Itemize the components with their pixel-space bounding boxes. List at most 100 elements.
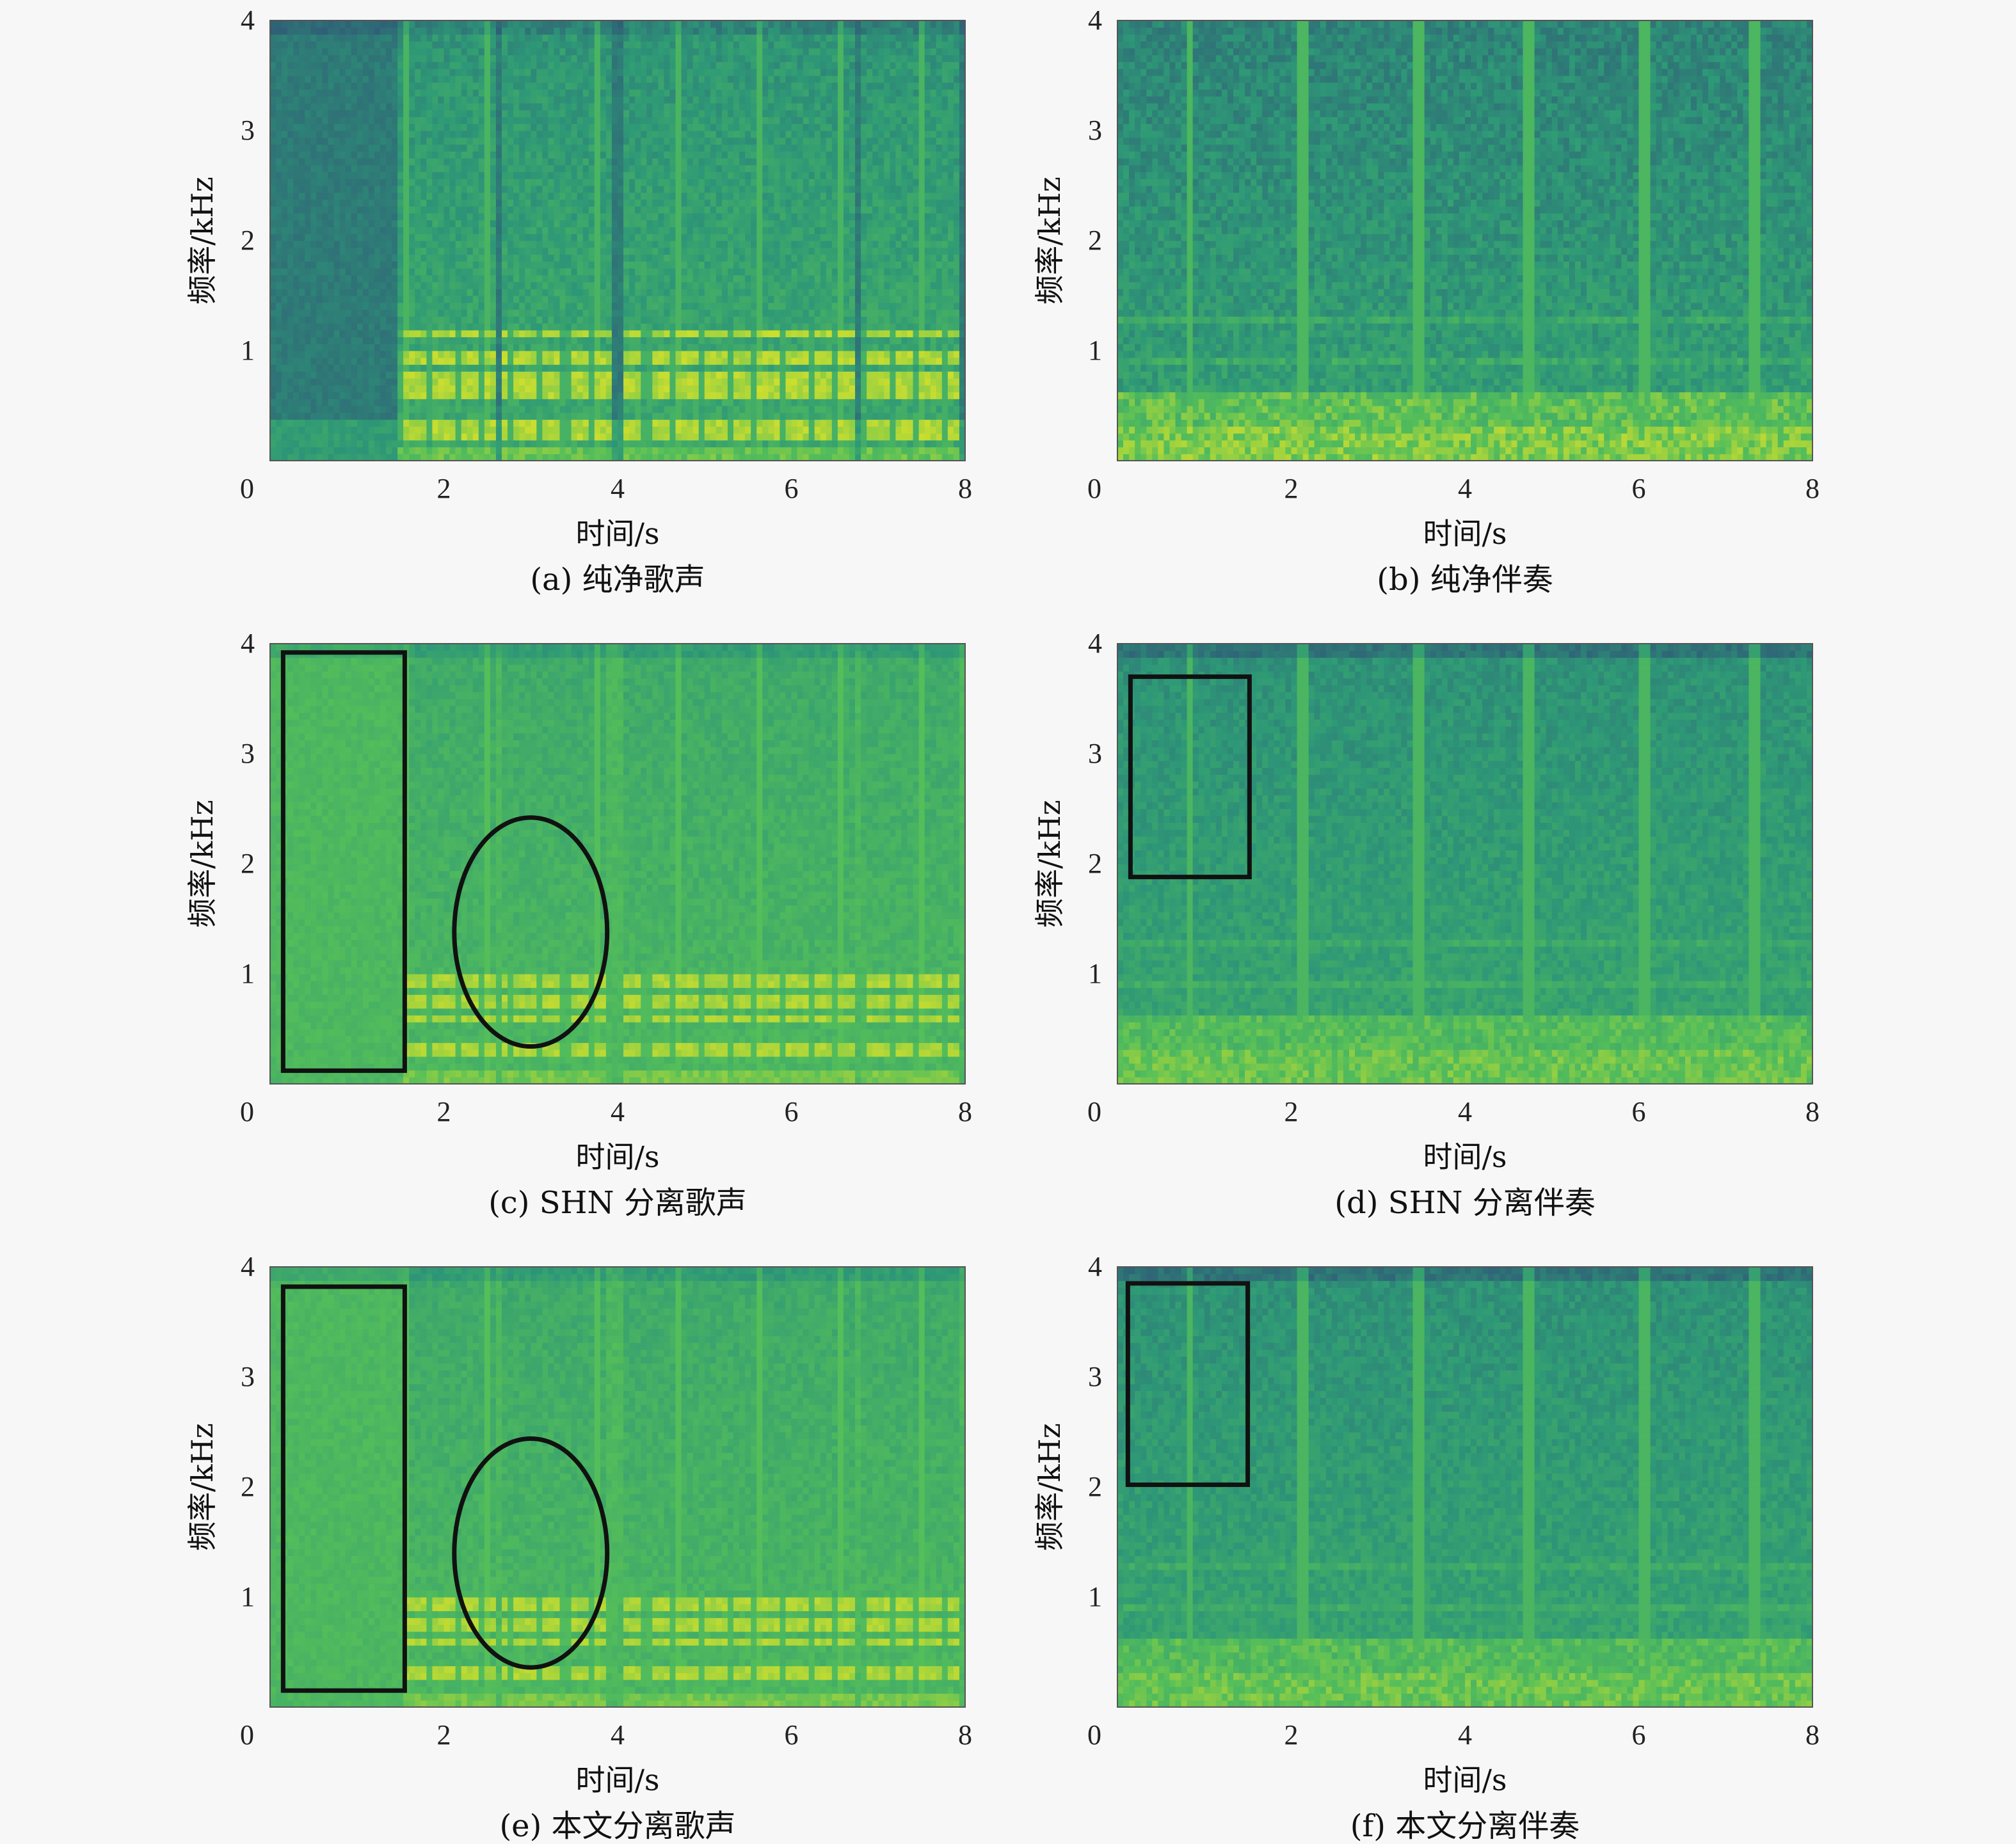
heatmap-cell bbox=[594, 247, 601, 255]
heatmap-cell bbox=[316, 48, 323, 56]
heatmap-cell bbox=[299, 399, 305, 406]
heatmap-cell bbox=[565, 247, 572, 255]
heatmap-cell bbox=[687, 186, 694, 193]
heatmap-cell bbox=[339, 123, 346, 131]
heatmap-cell bbox=[559, 41, 566, 49]
heatmap-cell bbox=[322, 289, 329, 296]
heatmap-cell bbox=[571, 213, 578, 221]
heatmap-cell bbox=[478, 34, 485, 42]
heatmap-cell bbox=[600, 261, 607, 269]
heatmap-cell bbox=[287, 282, 294, 289]
heatmap-cell bbox=[345, 234, 352, 241]
heatmap-cell bbox=[299, 54, 305, 63]
heatmap-cell bbox=[704, 227, 711, 234]
heatmap-cell bbox=[635, 392, 641, 399]
heatmap-cell bbox=[444, 302, 451, 310]
heatmap-cell bbox=[710, 68, 717, 76]
heatmap-cell bbox=[374, 274, 381, 283]
heatmap-cell bbox=[531, 412, 537, 420]
heatmap-cell bbox=[618, 192, 624, 200]
heatmap-cell bbox=[339, 357, 346, 365]
heatmap-cell bbox=[356, 378, 364, 386]
heatmap-cell bbox=[293, 351, 300, 358]
heatmap-cell bbox=[299, 219, 305, 228]
heatmap-cell bbox=[322, 171, 329, 179]
heatmap-cell bbox=[582, 68, 589, 76]
heatmap-cell bbox=[449, 337, 456, 344]
heatmap-cell bbox=[687, 309, 694, 317]
heatmap-cell bbox=[646, 219, 653, 228]
heatmap-cell bbox=[282, 131, 288, 138]
heatmap-cell bbox=[397, 227, 404, 234]
heatmap-cell bbox=[420, 199, 427, 207]
heatmap-cell bbox=[582, 254, 589, 262]
heatmap-cell bbox=[710, 433, 717, 441]
heatmap-cell bbox=[577, 219, 584, 228]
heatmap-cell bbox=[716, 378, 723, 386]
heatmap-cell bbox=[356, 234, 364, 241]
heatmap-cell bbox=[710, 199, 717, 207]
heatmap-cell bbox=[287, 268, 294, 276]
heatmap-cell bbox=[478, 89, 485, 97]
heatmap-cell bbox=[658, 371, 664, 379]
heatmap-cell bbox=[276, 296, 282, 303]
heatmap-cell bbox=[270, 406, 276, 413]
heatmap-cell bbox=[455, 20, 462, 28]
heatmap-cell bbox=[513, 96, 520, 104]
heatmap-cell bbox=[519, 186, 525, 193]
heatmap-cell bbox=[409, 296, 415, 303]
heatmap-cell bbox=[461, 364, 468, 372]
heatmap-cell bbox=[403, 171, 410, 179]
heatmap-cell bbox=[559, 131, 566, 138]
heatmap-cell bbox=[658, 179, 664, 186]
heatmap-cell bbox=[681, 158, 688, 166]
heatmap-cell bbox=[629, 378, 636, 386]
heatmap-cell bbox=[508, 426, 514, 434]
heatmap-cell bbox=[282, 227, 288, 234]
heatmap-cell bbox=[611, 247, 618, 255]
heatmap-cell bbox=[646, 447, 653, 454]
heatmap-cell bbox=[490, 137, 497, 145]
heatmap-cell bbox=[287, 34, 294, 42]
heatmap-cell bbox=[687, 234, 694, 241]
heatmap-cell bbox=[588, 213, 595, 221]
heatmap-cell bbox=[698, 309, 705, 317]
heatmap-cell bbox=[629, 426, 636, 434]
heatmap-cell bbox=[333, 364, 340, 372]
heatmap-cell bbox=[432, 364, 439, 372]
heatmap-cell bbox=[525, 109, 531, 118]
heatmap-cell bbox=[652, 48, 659, 56]
heatmap-cell bbox=[565, 433, 572, 441]
heatmap-cell bbox=[588, 426, 595, 434]
heatmap-cell bbox=[669, 241, 676, 248]
heatmap-cell bbox=[467, 34, 474, 42]
heatmap-cell bbox=[282, 219, 288, 228]
heatmap-cell bbox=[641, 433, 647, 441]
heatmap-cell bbox=[531, 179, 537, 186]
heatmap-cell bbox=[652, 274, 659, 283]
heatmap-cell bbox=[345, 344, 352, 351]
heatmap-cell bbox=[392, 412, 398, 420]
heatmap-cell bbox=[588, 282, 595, 289]
heatmap-cell bbox=[484, 385, 491, 393]
heatmap-cell bbox=[692, 323, 700, 331]
heatmap-cell bbox=[293, 371, 300, 379]
heatmap-cell bbox=[652, 54, 659, 63]
heatmap-cell bbox=[675, 412, 682, 420]
heatmap-cell bbox=[415, 171, 421, 179]
heatmap-cell bbox=[444, 96, 451, 104]
heatmap-cell bbox=[276, 371, 282, 379]
heatmap-cell bbox=[536, 344, 543, 351]
heatmap-cell bbox=[495, 158, 502, 166]
heatmap-cell bbox=[397, 164, 404, 173]
heatmap-cell bbox=[652, 82, 659, 90]
heatmap-cell bbox=[374, 96, 381, 104]
heatmap-cell bbox=[565, 158, 572, 166]
heatmap-cell bbox=[432, 440, 439, 448]
heatmap-cell bbox=[438, 296, 445, 303]
heatmap-cell bbox=[374, 371, 381, 379]
heatmap-cell bbox=[322, 406, 329, 413]
heatmap-cell bbox=[490, 131, 497, 138]
heatmap-cell bbox=[397, 323, 404, 331]
heatmap-cell bbox=[356, 357, 364, 365]
